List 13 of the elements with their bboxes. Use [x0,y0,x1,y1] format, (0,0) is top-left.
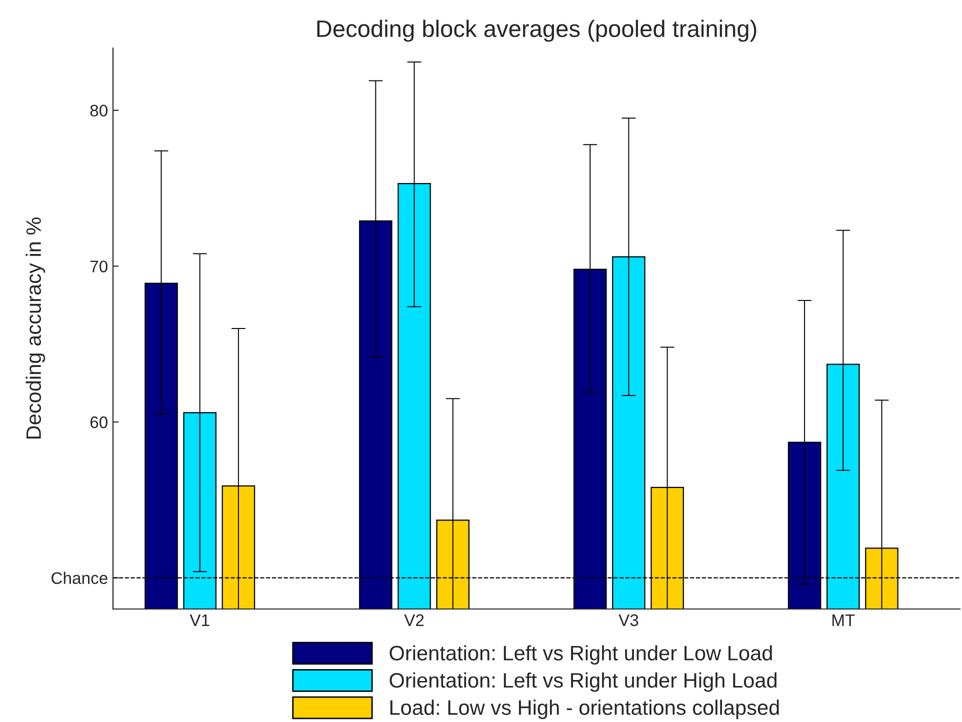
x-tick-label: MT [832,614,855,626]
y-tick-label: 70 [90,260,108,272]
x-tick-label: V2 [404,614,424,626]
x-tick-label: V3 [618,614,638,626]
x-tick-label: V1 [190,614,210,626]
chart-title: Decoding block averages (pooled training) [317,20,756,42]
legend-label: Orientation: Left vs Right under High Load [390,672,776,692]
y-tick-label: 60 [90,416,108,428]
legend-label: Load: Low vs High - orientations collapsed [390,700,779,720]
y-axis-title: Decoding accuracy in % [26,217,46,439]
y-tick-label: Chance [52,572,108,584]
legend-label: Orientation: Left vs Right under Low Load [390,645,772,665]
y-tick-label: 80 [90,104,108,117]
